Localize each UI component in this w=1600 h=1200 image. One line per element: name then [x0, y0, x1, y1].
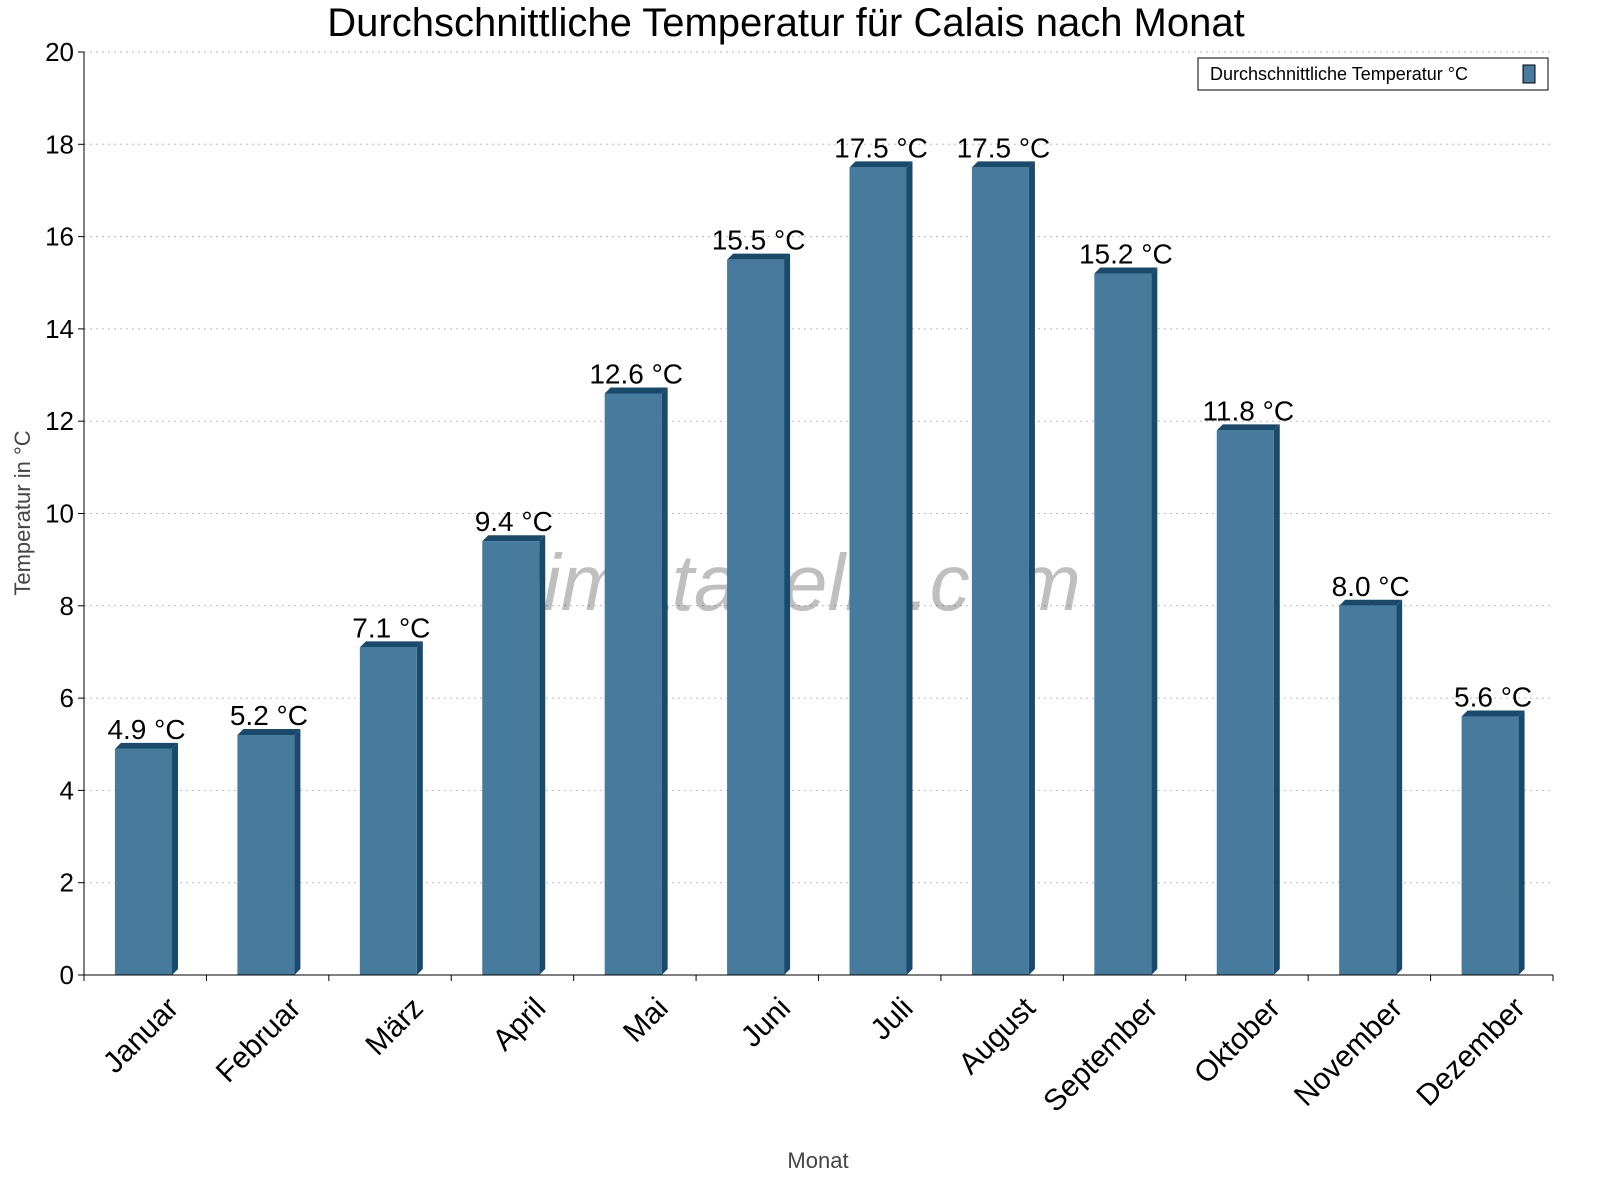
- y-tick-label: 16: [45, 222, 74, 252]
- bar-side: [416, 641, 423, 975]
- bar-top: [849, 161, 913, 168]
- data-label: 8.0 °C: [1332, 571, 1410, 602]
- bar-top: [1094, 267, 1158, 274]
- bar-top: [1461, 710, 1525, 717]
- bar-side: [1028, 161, 1035, 975]
- legend-label: Durchschnittliche Temperatur °C: [1210, 64, 1468, 84]
- x-tick-label: Mai: [617, 991, 675, 1049]
- x-tick-label: August: [953, 991, 1043, 1081]
- x-tick-label: April: [486, 991, 552, 1057]
- y-tick-label: 18: [45, 129, 74, 159]
- y-tick-label: 0: [60, 960, 74, 990]
- bar-side: [906, 161, 913, 975]
- y-tick-label: 12: [45, 406, 74, 436]
- x-tick-label: März: [359, 991, 429, 1061]
- x-tick-label: November: [1288, 991, 1409, 1112]
- y-tick-label: 2: [60, 868, 74, 898]
- x-tick-label: September: [1037, 991, 1164, 1118]
- bar-top: [1216, 424, 1280, 431]
- bars: 4.9 °C 5.2 °C 7.1 °C 9.4 °C 12.6 °C 15.5 °C 17…: [107, 132, 1532, 976]
- x-tick-label: Juni: [735, 991, 797, 1053]
- bar-side: [539, 535, 546, 975]
- bar: [1094, 273, 1152, 975]
- bar-side: [1518, 710, 1525, 975]
- y-tick-label: 14: [45, 314, 74, 344]
- x-tick-label: Februar: [210, 991, 308, 1089]
- legend-swatch: [1522, 64, 1536, 84]
- bar: [849, 167, 907, 975]
- bar-top: [1339, 599, 1403, 606]
- chart-title: Durchschnittliche Temperatur für Calais …: [327, 1, 1244, 45]
- y-axis-label: Temperatur in °C: [10, 430, 35, 595]
- bar-top: [237, 729, 301, 736]
- bar: [1216, 430, 1274, 975]
- bar-side: [172, 742, 178, 975]
- data-label: 5.6 °C: [1454, 682, 1532, 713]
- bar: [1339, 605, 1397, 975]
- data-label: 15.2 °C: [1079, 239, 1173, 270]
- bar-top: [971, 161, 1035, 168]
- data-label: 7.1 °C: [352, 612, 430, 643]
- bar-side: [661, 387, 668, 975]
- legend: Durchschnittliche Temperatur °C: [1197, 57, 1549, 91]
- bar-side: [1151, 267, 1158, 975]
- y-tick-label: 10: [45, 499, 74, 529]
- data-label: 5.2 °C: [230, 700, 308, 731]
- bar-top: [115, 742, 178, 749]
- bar: [237, 735, 295, 975]
- x-tick-label: Oktober: [1188, 991, 1287, 1090]
- data-label: 9.4 °C: [475, 506, 553, 537]
- y-tick-label: 6: [60, 683, 74, 713]
- data-label: 12.6 °C: [589, 359, 683, 390]
- bar-top: [359, 641, 423, 648]
- bar: [482, 541, 540, 975]
- y-tick-label: 8: [60, 591, 74, 621]
- y-tick-label: 4: [60, 775, 74, 805]
- data-label: 4.9 °C: [107, 714, 185, 745]
- bar-top: [604, 387, 668, 394]
- x-tick-label: Januar: [97, 991, 185, 1079]
- data-label: 17.5 °C: [957, 132, 1051, 163]
- x-axis-label: Monat: [787, 1148, 848, 1173]
- data-label: 15.5 °C: [712, 225, 806, 256]
- gridlines: [84, 51, 1553, 884]
- bar-top: [482, 535, 546, 542]
- bar: [359, 647, 417, 975]
- bar-side: [294, 729, 301, 975]
- y-tick-label: 20: [45, 37, 74, 67]
- bar: [604, 393, 662, 975]
- bar-side: [1396, 599, 1403, 975]
- x-tick-label: Juli: [864, 991, 919, 1046]
- bar-side: [1273, 424, 1280, 975]
- bar: [115, 748, 172, 975]
- bar-top: [727, 253, 791, 260]
- bar: [727, 259, 785, 975]
- bar-side: [784, 253, 791, 976]
- bar: [971, 167, 1029, 975]
- legend-box: [1197, 57, 1549, 91]
- x-tick-label: Dezember: [1410, 991, 1531, 1112]
- data-label: 17.5 °C: [834, 132, 928, 163]
- bar: [1461, 716, 1519, 975]
- data-label: 11.8 °C: [1202, 395, 1294, 426]
